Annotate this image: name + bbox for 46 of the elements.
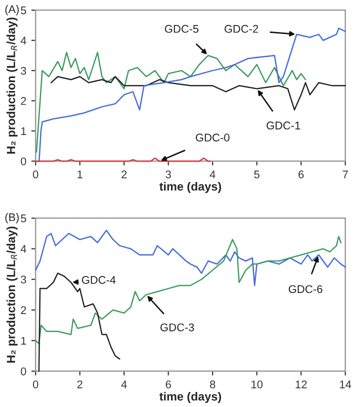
y-tick-label: 2 xyxy=(20,97,26,105)
series-label: GDC-1 xyxy=(266,122,300,130)
x-tick-label: 3 xyxy=(166,170,171,178)
y-tick-label: 5 xyxy=(20,6,26,14)
y-axis-title: H₂ production (L/L$_{R}$/day) xyxy=(6,18,18,154)
x-tick-label: 0 xyxy=(32,380,38,388)
y-tick-label: 3 xyxy=(20,276,26,284)
x-tick-label: 6 xyxy=(166,380,171,388)
y-tick-label: 0 xyxy=(20,157,26,166)
y-tick-label: 1 xyxy=(21,127,26,135)
x-tick-label: 10 xyxy=(251,380,263,388)
y-axis-title: H₂ production (L/L$_{R}$/day) xyxy=(6,226,18,363)
y-tick-label: 3 xyxy=(20,66,26,75)
x-tick-label: 14 xyxy=(340,380,352,388)
chart-title: (A) xyxy=(5,4,19,16)
series-label: GDC-0 xyxy=(196,134,230,142)
x-axis-title: time (days) xyxy=(159,182,222,193)
text: GDC-5 xyxy=(164,24,198,33)
y-tick-label: 0 xyxy=(20,367,26,376)
line-series xyxy=(34,230,346,286)
y-tick-label: 4 xyxy=(20,245,26,253)
chart-title: (B) xyxy=(5,212,19,224)
x-tick-label: 2 xyxy=(122,170,127,178)
x-axis-title: time (days) xyxy=(159,392,222,403)
text: GDC-3 xyxy=(160,323,194,332)
line-series xyxy=(50,76,346,110)
x-tick-label: 5 xyxy=(254,170,260,178)
y-tick-label: 1 xyxy=(21,336,26,345)
y-tick-label: 2 xyxy=(20,306,26,314)
x-tick-label: 1 xyxy=(78,170,82,178)
series-label: GDC-4 xyxy=(82,276,116,284)
x-tick-label: 6 xyxy=(298,170,304,178)
x-tick-label: 7 xyxy=(342,170,348,178)
x-tick-label: 8 xyxy=(210,380,216,388)
y-tick-label: 4 xyxy=(20,36,26,44)
line-series xyxy=(34,236,342,344)
x-tick-label: 4 xyxy=(210,170,216,178)
text: GDC-2 xyxy=(224,24,258,33)
line-series xyxy=(36,52,306,153)
y-tick-label: 5 xyxy=(20,214,26,222)
line-series xyxy=(38,272,120,372)
x-tick-label: 2 xyxy=(77,380,82,388)
x-tick-label: 0 xyxy=(32,170,38,178)
x-tick-label: 12 xyxy=(296,380,307,388)
x-tick-label: 4 xyxy=(121,380,127,388)
series-label: GDC-6 xyxy=(288,285,322,294)
